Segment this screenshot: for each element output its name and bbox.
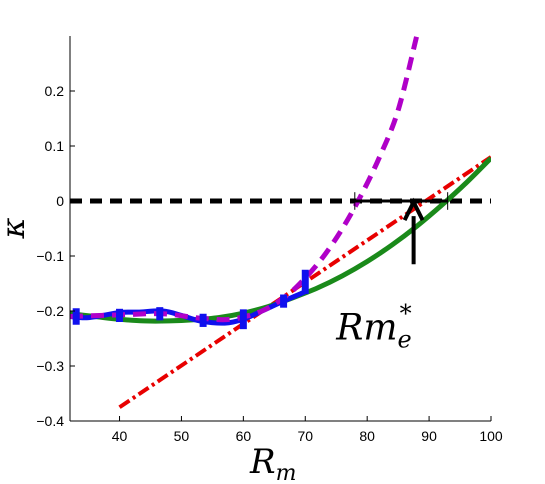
annotation-rm-e-star: Rme* xyxy=(335,300,411,354)
y-tick-label-5: 0.1 xyxy=(45,138,65,154)
y-axis-label: κ xyxy=(0,217,32,239)
arrow-head xyxy=(402,197,425,221)
x-tick-label-60: 60 xyxy=(236,428,252,444)
y-tick-label-4: 0 xyxy=(56,193,64,209)
x-tick-label-70: 70 xyxy=(297,428,313,444)
y-tick-label-6: 0.2 xyxy=(45,83,65,99)
annotation-layer: Rme* xyxy=(335,197,425,354)
y-tick-label-0: −0.4 xyxy=(36,413,64,429)
plot-area xyxy=(70,36,491,409)
y-tick-label-3: −0.1 xyxy=(36,248,64,264)
x-tick-label-40: 40 xyxy=(112,428,128,444)
x-tick-label-50: 50 xyxy=(174,428,190,444)
series-magenta-dashed xyxy=(70,36,420,323)
x-tick-label-80: 80 xyxy=(359,428,375,444)
axes: 40 50 60 70 80 90 100 −0.4 −0.3 −0.2 −0.1 0 0.1 0.2 xyxy=(36,36,503,444)
y-tick-label-1: −0.3 xyxy=(36,358,64,374)
x-tick-label-90: 90 xyxy=(421,428,437,444)
x-axis-label: Rm xyxy=(249,442,296,484)
x-tick-label-100: 100 xyxy=(479,428,503,444)
y-tick-label-2: −0.2 xyxy=(36,303,64,319)
